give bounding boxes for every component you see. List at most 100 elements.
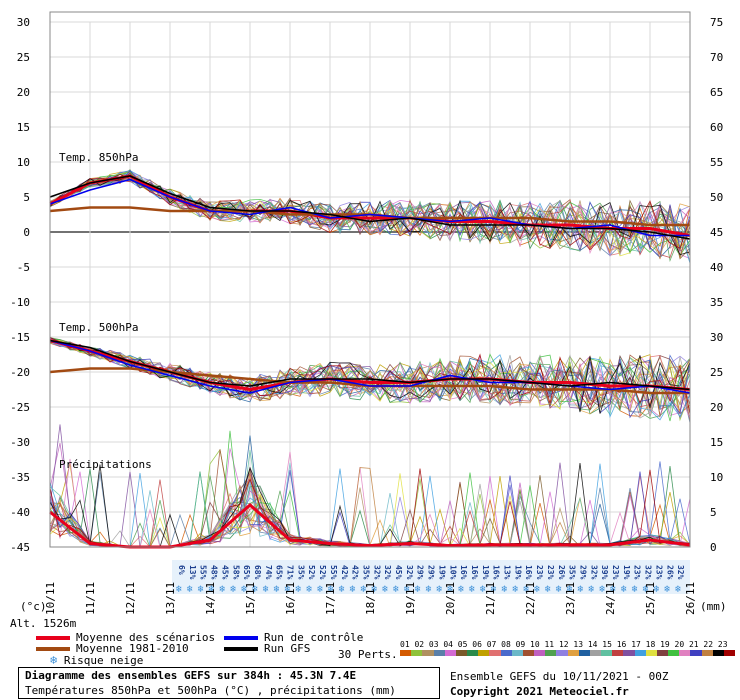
series-t500-run-gfs	[49, 339, 691, 391]
snowflake-icon: ❄	[621, 584, 628, 595]
snow-risk-value: 52%	[307, 565, 316, 580]
y-tick-label: 15	[17, 121, 30, 134]
y2-tick-label: 15	[710, 436, 723, 449]
snowflake-icon: ❄	[480, 584, 487, 595]
snowflake-icon: ❄	[230, 584, 237, 595]
altitude-label: Alt. 1526m	[10, 617, 77, 630]
snowflake-icon: ❄	[285, 584, 292, 595]
snow-risk-value: 65%	[275, 565, 284, 580]
plot-frame	[49, 11, 691, 548]
y-tick-label: 0	[23, 226, 30, 239]
y2-tick-label: 5	[710, 506, 717, 519]
snowflake-icon: ❄	[447, 584, 454, 595]
y-tick-label: -40	[10, 506, 30, 519]
pert-swatch	[623, 650, 635, 656]
legend-snow: ❄ Risque neige	[50, 653, 143, 667]
snowflake-icon: ❄	[219, 584, 226, 595]
y-tick-label: -45	[10, 541, 30, 554]
y-tick-label: 20	[17, 86, 30, 99]
legend-clim: Moyenne 1981-2010	[36, 642, 189, 655]
snowflake-icon: ❄	[523, 584, 530, 595]
unit-left: (°c)	[20, 600, 47, 613]
snowflake-icon: ❄	[404, 584, 411, 595]
x-tick-label: 18/11	[364, 582, 377, 615]
snow-risk-value: 29%	[416, 565, 425, 580]
snowflake-icon: ❄	[469, 584, 476, 595]
snowflake-icon: ❄	[339, 584, 346, 595]
main-series	[49, 174, 691, 549]
legend-control-label: Run de contrôle	[264, 631, 364, 644]
y2-tick-label: 65	[710, 86, 723, 99]
pert-swatch	[634, 650, 646, 656]
snowflake-icon: ❄	[458, 584, 465, 595]
series-t850-moyenne-des-sc-narios	[49, 174, 691, 237]
snow-risk-value: 45%	[220, 565, 229, 580]
label-temp-850: Temp. 850hPa	[59, 151, 138, 164]
snow-risk-value: 16%	[524, 565, 533, 580]
y2-tick-label: 40	[710, 261, 723, 274]
snowflake-icon: ❄	[534, 584, 541, 595]
pert-swatch	[478, 650, 490, 656]
pert-swatch	[690, 650, 702, 656]
snow-risk-value: 23%	[611, 565, 620, 580]
snow-risk-value: 35%	[296, 565, 305, 580]
snowflake-icon: ❄	[436, 584, 443, 595]
pert-swatch	[545, 650, 557, 656]
snowflake-icon: ❄	[187, 584, 194, 595]
x-tick-label: 12/11	[124, 582, 137, 615]
snow-risk-value: 23%	[546, 565, 555, 580]
snowflake-icon: ❄	[567, 584, 574, 595]
snow-risk-value: 23%	[654, 565, 663, 580]
pert-swatch	[556, 650, 568, 656]
pert-swatch	[455, 650, 468, 656]
copyright: Copyright 2021 Meteociel.fr	[450, 685, 629, 698]
y2-tick-label: 50	[710, 191, 723, 204]
x-tick-label: 26/11	[684, 582, 697, 615]
snowflake-icon: ❄	[241, 584, 248, 595]
legend-mean: Moyenne des scénarios	[36, 631, 215, 644]
snowflake-icon: ❄	[371, 584, 378, 595]
x-tick-label: 21/11	[484, 582, 497, 615]
legend-gfs-label: Run GFS	[264, 642, 311, 655]
snow-risk-value: 39%	[600, 565, 609, 580]
control-swatch	[224, 636, 258, 640]
x-tick-label: 19/11	[404, 582, 417, 615]
snow-risk-value: 55%	[329, 565, 338, 580]
x-tick-label: 20/11	[444, 582, 457, 615]
run-info: Ensemble GEFS du 10/11/2021 - 00Z	[450, 670, 669, 683]
pert-swatch	[712, 650, 724, 656]
snowflake-icon: ❄	[393, 584, 400, 595]
y2-tick-label: 60	[710, 121, 723, 134]
x-tick-label: 13/11	[164, 582, 177, 615]
snow-risk-value: 19%	[513, 565, 522, 580]
snowflake-icon: ❄	[350, 584, 357, 595]
snowflake-icon: ❄	[502, 584, 509, 595]
snowflake-icon: ❄	[643, 584, 650, 595]
snowflake-icon: ❄	[653, 584, 660, 595]
y-tick-label: -35	[10, 471, 30, 484]
snow-risk-value: 32%	[383, 565, 392, 580]
clim-swatch	[36, 647, 70, 651]
x-tick-label: 24/11	[604, 582, 617, 615]
snow-risk-value: 16%	[459, 565, 468, 580]
pert-swatch	[701, 650, 713, 656]
snow-risk-value: 35%	[361, 565, 370, 580]
pert-swatch	[668, 650, 680, 656]
pert-swatch	[422, 650, 434, 656]
y-tick-label: 10	[17, 156, 30, 169]
y2-tick-label: 45	[710, 226, 723, 239]
snow-risk-value: 58%	[231, 565, 240, 580]
x-tick-label: 11/11	[84, 582, 97, 615]
snowflake-icon: ❄	[545, 584, 552, 595]
snow-risk-value: 23%	[633, 565, 642, 580]
y2-tick-label: 30	[710, 331, 723, 344]
pert-swatch	[444, 650, 456, 656]
snow-risk-value: 19%	[481, 565, 490, 580]
snowflake-icon: ❄	[360, 584, 367, 595]
x-tick-label: 16/11	[284, 582, 297, 615]
snowflake-icon: ❄	[263, 584, 270, 595]
snow-risk-value: 29%	[427, 565, 436, 580]
snowflake-icon: ❄	[610, 584, 617, 595]
y-tick-label: -30	[10, 436, 30, 449]
